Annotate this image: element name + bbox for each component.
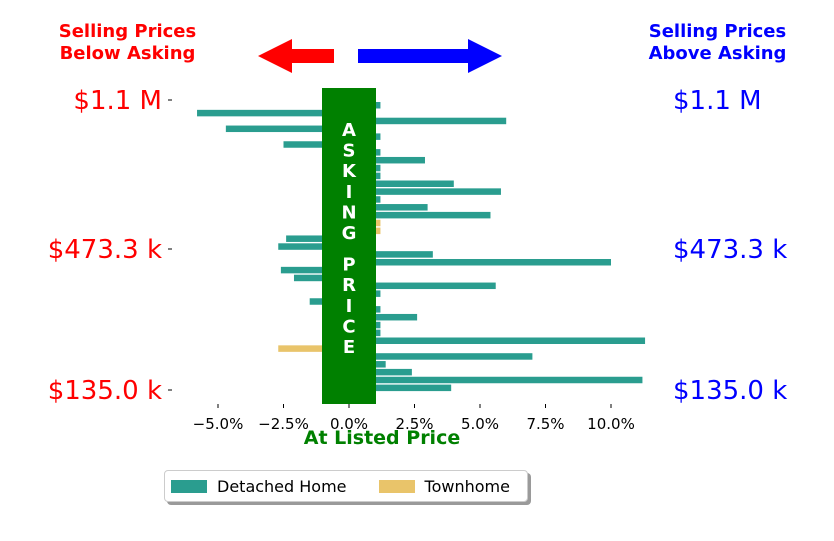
band-letter-5: G: [342, 223, 357, 244]
left-price-label-0: $1.1 M: [73, 86, 162, 116]
bar-detached-13: [349, 204, 428, 211]
bar-detached-35: [349, 376, 643, 384]
x-axis-ticks: −5.0% −2.5% 0.0% 2.5% 5.0% 7.5% 10.0%: [193, 404, 635, 433]
right-arrow-icon: [358, 39, 502, 73]
left-arrow-icon: [258, 39, 334, 73]
bar-detached-10: [349, 180, 454, 187]
left-price-label-1: $473.3 k: [48, 235, 162, 265]
bar-detached-30: [349, 337, 646, 344]
below-asking-line2: Below Asking: [59, 43, 196, 64]
x-tick-label-0: −5.0%: [193, 415, 244, 433]
band-letter-2: K: [342, 161, 357, 182]
asking-price-band: [322, 88, 376, 404]
legend-swatch-townhome: [378, 479, 415, 493]
legend-item-detached: Detached Home: [165, 477, 347, 496]
band-letter-4: N: [341, 202, 356, 223]
band-letter-3: I: [346, 182, 353, 203]
right-price-label-0: $1.1 M: [673, 86, 762, 116]
legend-swatch-detached: [171, 479, 207, 493]
bar-detached-7: [349, 156, 425, 164]
band-letter-1: S: [343, 141, 356, 162]
x-tick-label-3: 2.5%: [395, 415, 433, 433]
band-letter-11: E: [343, 337, 355, 358]
x-tick-label-5: 7.5%: [526, 415, 564, 433]
right-price-label-2: $135.0 k: [673, 376, 787, 406]
band-letter-0: A: [342, 120, 356, 141]
right-price-label-1: $473.3 k: [673, 235, 787, 265]
bar-detached-32: [349, 353, 533, 360]
above-asking-line1: Selling Prices: [648, 21, 787, 42]
band-letter-9: I: [346, 296, 353, 317]
bar-detached-1: [197, 109, 349, 117]
bar-detached-14: [349, 211, 491, 219]
x-tick-label-6: 10.0%: [587, 415, 635, 433]
band-letter-7: P: [342, 255, 355, 276]
legend-label-townhome: Townhome: [424, 476, 510, 496]
bar-detached-3: [225, 125, 349, 133]
bar-townhome-31: [278, 345, 349, 352]
bar-detached-18: [278, 243, 349, 250]
legend-item-townhome: Townhome: [373, 477, 510, 496]
bar-detached-27: [349, 313, 418, 321]
bar-detached-5: [283, 141, 349, 148]
band-letter-8: R: [342, 275, 356, 296]
x-tick-label-1: −2.5%: [258, 415, 309, 433]
above-asking-heading: Selling Prices Above Asking: [620, 21, 815, 65]
x-tick-label-2: 0.0%: [330, 415, 368, 433]
bar-detached-2: [349, 117, 507, 125]
bar-detached-34: [349, 368, 412, 376]
bar-detached-22: [293, 274, 349, 282]
x-axis-label: At Listed Price: [304, 427, 460, 449]
above-asking-line2: Above Asking: [648, 43, 787, 64]
bar-detached-11: [349, 188, 501, 195]
bar-detached-19: [349, 251, 433, 258]
x-tick-label-4: 5.0%: [461, 415, 499, 433]
bar-detached-20: [349, 259, 611, 266]
bar-detached-17: [286, 235, 349, 242]
bar-detached-23: [349, 282, 496, 290]
band-letter-10: C: [342, 316, 355, 337]
legend: Detached Home Townhome: [164, 470, 528, 502]
bars-layer: [197, 102, 646, 392]
left-price-label-2: $135.0 k: [48, 376, 162, 406]
legend-label-detached: Detached Home: [217, 476, 347, 496]
price-labels: $1.1 M $473.3 k $135.0 k $1.1 M $473.3 k $135…: [48, 86, 788, 406]
bar-detached-36: [349, 384, 452, 392]
bar-detached-21: [280, 266, 349, 274]
below-asking-line1: Selling Prices: [58, 21, 197, 42]
below-asking-heading: Selling Prices Below Asking: [30, 21, 225, 65]
